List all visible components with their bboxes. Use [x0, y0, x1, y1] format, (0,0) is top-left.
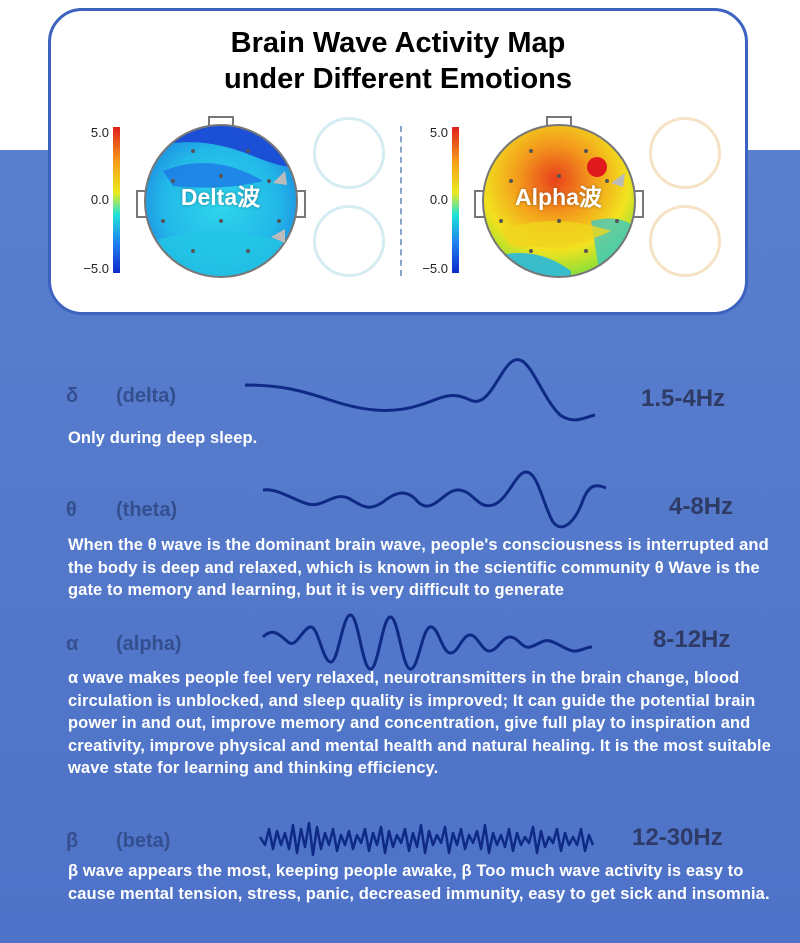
delta-symbol: δ	[66, 385, 79, 407]
delta-name: (delta)	[116, 385, 176, 407]
theta-description: When the θ wave is the dominant brain wa…	[68, 536, 769, 599]
alpha-name: (alpha)	[116, 633, 182, 655]
theta-frequency: 4-8Hz	[669, 493, 734, 520]
delta-head-map: Delta波	[133, 111, 308, 281]
delta-topography	[136, 116, 306, 278]
beta-waveform	[258, 821, 595, 857]
scale-tick-min-right: −5.0	[422, 261, 448, 276]
alpha-symbol: α	[66, 633, 79, 655]
theta-symbol: θ	[66, 499, 77, 521]
delta-waveform	[244, 358, 596, 422]
card-title: Brain Wave Activity Map under Different …	[51, 25, 745, 97]
scale-tick-min: −5.0	[83, 261, 109, 276]
delta-description: Only during deep sleep.	[68, 429, 258, 447]
delta-callout-circle-bottom	[313, 205, 385, 277]
theta-waveform	[262, 470, 607, 529]
alpha-frequency: 8-12Hz	[653, 626, 731, 653]
delta-map-label: Delta波	[180, 184, 261, 210]
delta-callout-circle-top	[313, 117, 385, 189]
scale-tick-zero: 0.0	[90, 192, 109, 207]
color-scale-right	[452, 127, 459, 273]
delta-frequency: 1.5-4Hz	[641, 385, 726, 412]
title-line-2: under Different Emotions	[223, 63, 572, 95]
title-line-1: Brain Wave Activity Map	[230, 27, 566, 59]
color-scale-left	[113, 127, 120, 273]
alpha-map-label: Alpha波	[515, 184, 602, 210]
beta-name: (beta)	[116, 830, 171, 852]
alpha-head-map: Alpha波	[471, 111, 646, 281]
scale-tick-max-right: 5.0	[429, 125, 448, 140]
alpha-topography	[474, 116, 644, 278]
theta-name: (theta)	[116, 499, 178, 521]
scale-tick-zero-right: 0.0	[429, 192, 448, 207]
beta-symbol: β	[66, 830, 79, 852]
alpha-description: α wave makes people feel very relaxed, n…	[68, 669, 771, 777]
beta-frequency: 12-30Hz	[632, 824, 723, 851]
alpha-callout-circle-bottom	[649, 205, 721, 277]
activity-map-card: Brain Wave Activity Map under Different …	[48, 8, 748, 315]
beta-description: β wave appears the most, keeping people …	[68, 862, 770, 903]
scale-tick-max: 5.0	[90, 125, 109, 140]
alpha-callout-circle-top	[649, 117, 721, 189]
map-divider	[400, 126, 402, 276]
alpha-waveform	[261, 613, 593, 671]
